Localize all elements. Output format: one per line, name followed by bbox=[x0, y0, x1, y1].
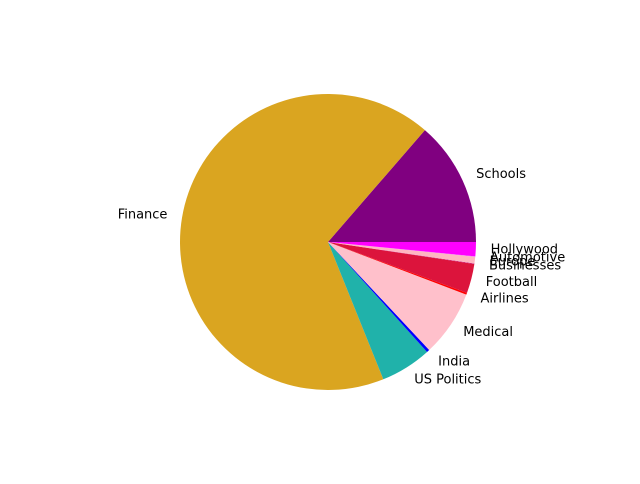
slice-label-automotive: Automotive bbox=[490, 251, 565, 266]
slice-label-india: India bbox=[438, 354, 470, 369]
pie-slice-us-politics bbox=[328, 242, 428, 380]
pie-slice-businesses bbox=[328, 242, 475, 265]
slice-label-hollywood: Hollywood bbox=[491, 242, 558, 257]
pie-slice-finance bbox=[179, 93, 425, 390]
slice-label-us-politics: US Politics bbox=[414, 373, 481, 388]
pie-slice-hollywood bbox=[328, 242, 476, 257]
slice-label-airlines: Airlines bbox=[481, 291, 529, 306]
slice-label-europe: Europe bbox=[490, 255, 536, 270]
slice-label-schools: Schools bbox=[476, 167, 526, 182]
slices-layer bbox=[179, 93, 476, 390]
pie-slice-airlines bbox=[328, 242, 468, 295]
pie-slice-medical bbox=[328, 242, 467, 350]
labels-layer: Schools Finance US Politics India Medical Air… bbox=[118, 167, 566, 388]
pie-slice-automotive bbox=[328, 242, 476, 257]
slice-label-finance: Finance bbox=[118, 208, 168, 223]
slice-label-football: Football bbox=[486, 275, 537, 290]
pie-slice-india bbox=[328, 242, 430, 352]
slice-label-businesses: Businesses bbox=[489, 258, 561, 273]
pie-slice-football bbox=[328, 242, 475, 293]
pie-slice-europe bbox=[328, 242, 476, 264]
pie-slice-schools bbox=[328, 130, 476, 242]
slice-label-medical: Medical bbox=[463, 325, 513, 340]
